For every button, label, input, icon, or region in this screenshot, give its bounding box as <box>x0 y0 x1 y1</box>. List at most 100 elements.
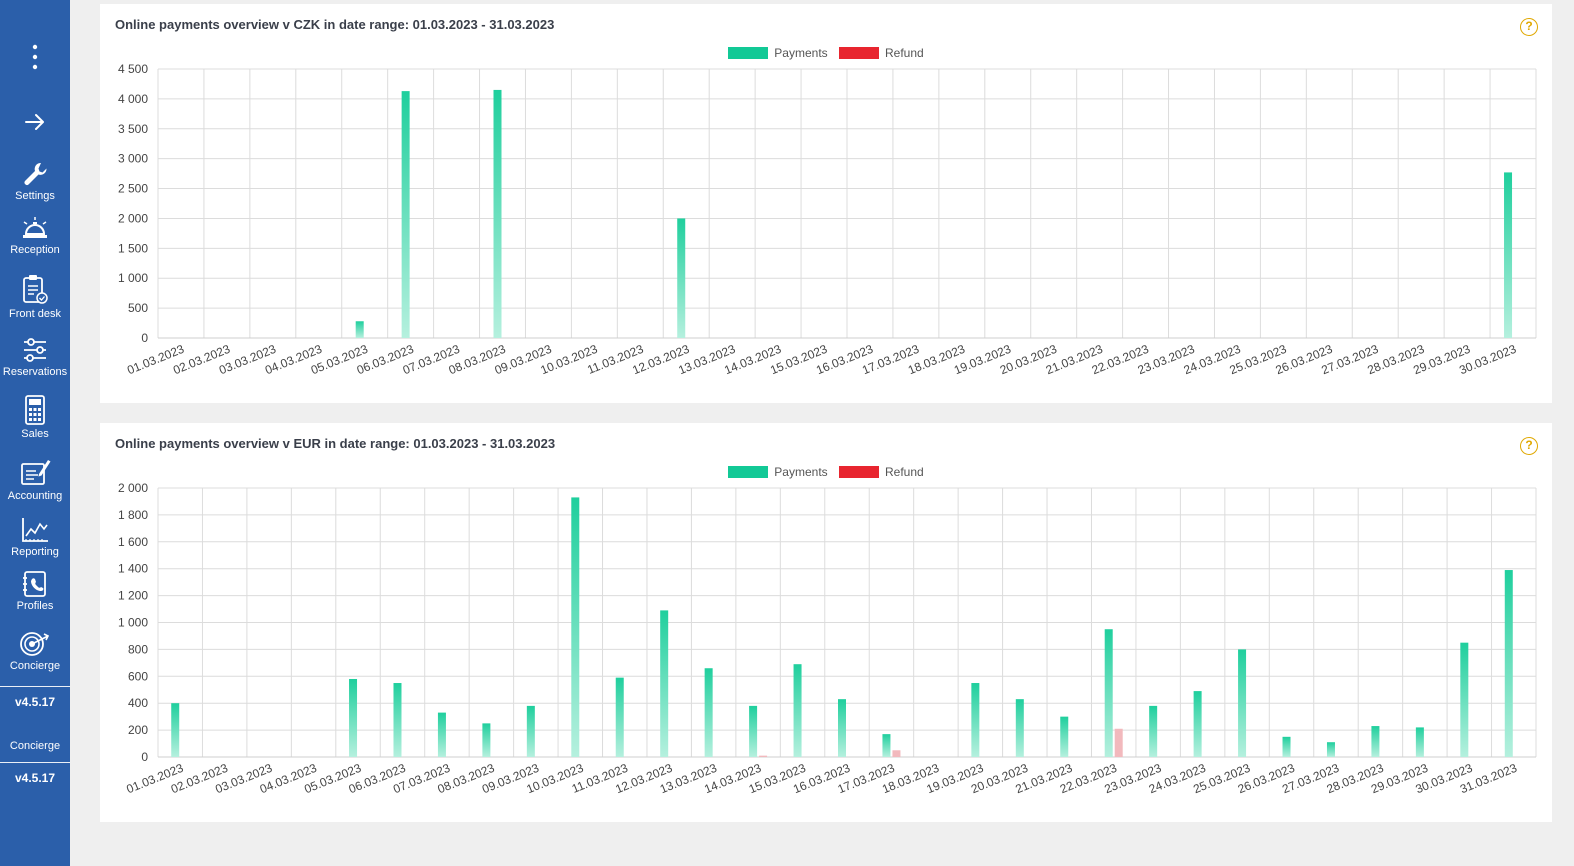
bar-payments[interactable] <box>1238 649 1247 757</box>
legend-label: Payments <box>774 46 828 60</box>
bar-refund[interactable] <box>892 750 901 757</box>
bar-refund[interactable] <box>759 755 768 757</box>
sidebar-divider <box>0 762 70 763</box>
y-tick-label: 500 <box>128 301 148 315</box>
y-tick-label: 3 500 <box>118 122 148 136</box>
bar-payments[interactable] <box>1415 727 1424 757</box>
y-tick-label: 4 000 <box>118 92 148 106</box>
bar-payments[interactable] <box>971 683 980 757</box>
bar-payments[interactable] <box>882 734 891 757</box>
sidebar-item-profiles[interactable]: Profiles <box>0 570 70 612</box>
eur-chart-panel: Online payments overview v EUR in date r… <box>100 423 1552 822</box>
bar-payments[interactable] <box>401 91 410 339</box>
help-icon[interactable]: ? <box>1520 18 1538 36</box>
y-tick-label: 3 000 <box>118 152 148 166</box>
y-tick-label: 600 <box>128 669 148 683</box>
sidebar-expand-button[interactable] <box>0 112 70 134</box>
bar-payments[interactable] <box>838 699 846 757</box>
y-tick-label: 0 <box>141 750 148 764</box>
bar-payments[interactable] <box>1015 699 1024 757</box>
sidebar-item-front-desk[interactable]: Front desk <box>0 274 70 320</box>
y-tick-label: 2 000 <box>118 481 148 495</box>
bar-payments[interactable] <box>349 678 358 757</box>
sidebar-item-label: Sales <box>21 428 49 440</box>
chart-title: Online payments overview v EUR in date r… <box>115 436 556 451</box>
bar-payments[interactable] <box>1460 642 1469 757</box>
sidebar-menu-button[interactable] <box>0 44 70 72</box>
version-label: v4.5.17 <box>14 771 56 785</box>
bar-payments[interactable] <box>1193 691 1202 757</box>
bar-payments[interactable] <box>355 321 364 338</box>
bar-payments[interactable] <box>749 705 758 757</box>
legend-label: Payments <box>774 465 828 479</box>
sidebar-item-accounting[interactable]: Accounting <box>0 456 70 502</box>
sidebar-item-reservations[interactable]: Reservations <box>0 336 70 378</box>
y-tick-label: 1 000 <box>118 616 148 630</box>
bar-payments[interactable] <box>1326 742 1335 757</box>
legend-refund[interactable]: Refund <box>839 465 924 479</box>
sidebar-item-reception[interactable]: Reception <box>0 216 70 256</box>
y-tick-label: 2 000 <box>118 211 148 225</box>
chart-legend: Payments Refund <box>100 46 1552 62</box>
y-tick-label: 2 500 <box>118 182 148 196</box>
bar-payments[interactable] <box>1371 726 1380 757</box>
sidebar-item-label: Reporting <box>11 546 59 558</box>
y-tick-label: 1 000 <box>118 271 148 285</box>
legend-label: Refund <box>885 46 924 60</box>
legend-label: Refund <box>885 465 924 479</box>
bar-payments[interactable] <box>615 677 624 757</box>
more-vertical-icon <box>32 44 38 70</box>
sidebar-item-label: Reservations <box>2 366 68 378</box>
bar-payments[interactable] <box>1149 705 1158 757</box>
bar-payments[interactable] <box>1282 736 1291 757</box>
bar-payments[interactable] <box>437 712 446 757</box>
legend-refund[interactable]: Refund <box>839 46 924 60</box>
bar-refund[interactable] <box>1114 728 1123 757</box>
bar-payments[interactable] <box>493 89 502 338</box>
legend-payments[interactable]: Payments <box>728 46 828 60</box>
y-tick-label: 1 500 <box>118 241 148 255</box>
sidebar-item-reporting[interactable]: Reporting <box>0 516 70 558</box>
bar-payments[interactable] <box>793 664 802 757</box>
legend-swatch-refund <box>839 47 879 59</box>
sidebar-item-settings[interactable]: Settings <box>0 160 70 202</box>
y-tick-label: 200 <box>128 723 148 737</box>
document-pen-icon <box>21 460 51 485</box>
sidebar-item-label: Accounting <box>7 490 63 502</box>
y-tick-label: 1 800 <box>118 508 148 522</box>
eur-bar-chart: 0 200 400 600 800 1 000 1 200 1 400 1 600 1 800 2 … <box>118 481 1537 796</box>
sidebar-item-label: Reception <box>10 244 60 256</box>
bar-payments[interactable] <box>704 668 713 757</box>
sidebar-item-label: Front desk <box>9 308 61 320</box>
legend-swatch-payments <box>728 466 769 478</box>
bar-payments[interactable] <box>526 705 535 757</box>
sidebar-item-concierge[interactable]: Concierge <box>0 630 70 672</box>
bar-payments[interactable] <box>1060 716 1069 757</box>
sliders-icon <box>24 338 46 362</box>
sidebar-item-label: Settings <box>15 190 55 202</box>
contact-book-icon <box>23 571 46 597</box>
calculator-icon <box>25 395 45 425</box>
bar-payments[interactable] <box>171 703 180 757</box>
czk-bar-chart: 0 500 1 000 1 500 2 000 2 500 3 000 3 500 4 000 4… <box>118 62 1537 377</box>
bar-payments[interactable] <box>1504 570 1513 757</box>
sidebar-item-concierge-secondary[interactable]: Concierge <box>0 740 70 752</box>
bar-payments[interactable] <box>1104 629 1113 757</box>
help-icon[interactable]: ? <box>1520 437 1538 455</box>
czk-chart-panel: Online payments overview v CZK in date r… <box>100 4 1552 403</box>
bar-payments[interactable] <box>677 218 686 338</box>
bell-icon <box>23 217 47 238</box>
sidebar-item-sales[interactable]: Sales <box>0 394 70 440</box>
bar-payments[interactable] <box>1504 172 1513 338</box>
sidebar-item-label: Concierge <box>9 660 61 672</box>
bar-payments[interactable] <box>482 723 491 757</box>
target-icon <box>20 632 50 656</box>
sidebar-item-label: Concierge <box>9 740 61 752</box>
legend-payments[interactable]: Payments <box>728 465 828 479</box>
y-tick-label: 1 200 <box>118 589 148 603</box>
bar-payments[interactable] <box>571 497 580 757</box>
bar-payments[interactable] <box>660 610 669 757</box>
y-tick-label: 4 500 <box>118 62 148 76</box>
y-tick-label: 800 <box>128 642 148 656</box>
bar-payments[interactable] <box>393 683 402 757</box>
